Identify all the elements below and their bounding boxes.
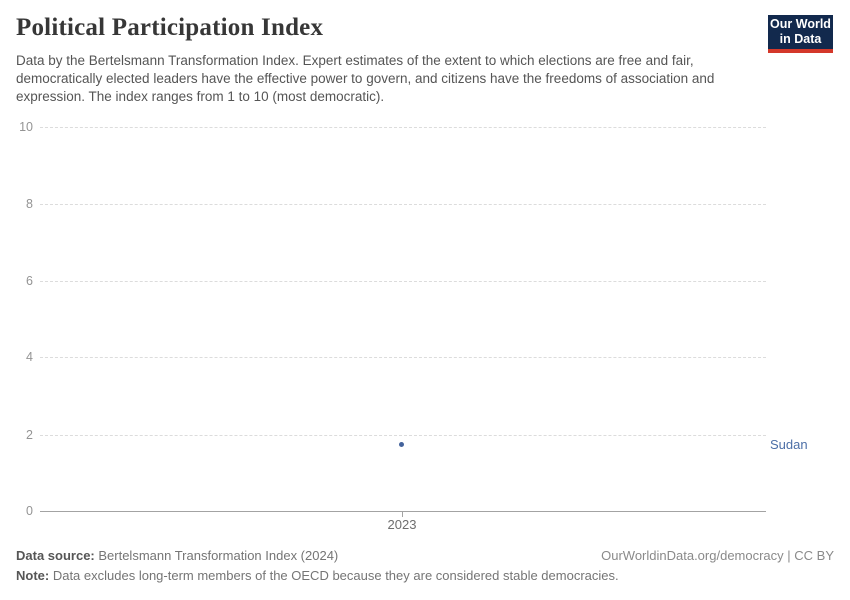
owid-logo-line1: Our World [770,17,831,31]
gridline [40,435,766,436]
y-tick-label-10: 10 [19,120,33,134]
data-point-sudan[interactable] [399,442,404,447]
owid-license-link[interactable]: OurWorldinData.org/democracy | CC BY [601,548,834,563]
x-axis-line [40,511,766,512]
page-title: Political Participation Index [16,14,324,41]
y-tick-label-2: 2 [26,428,33,442]
gridline [40,204,766,205]
gridline [40,281,766,282]
footer: Data source: Bertelsmann Transformation … [16,548,834,563]
chart-subtitle: Data by the Bertelsmann Transformation I… [16,53,715,104]
owid-logo[interactable]: Our World in Data [768,15,833,53]
y-tick-label-0: 0 [26,504,33,518]
y-tick-label-8: 8 [26,197,33,211]
data-source-label: Data source: [16,548,95,563]
gridline [40,357,766,358]
footer-note: Note: Data excludes long-term members of… [16,568,834,583]
data-source-value: Bertelsmann Transformation Index (2024) [94,548,339,563]
gridline [40,127,766,128]
y-tick-label-4: 4 [26,350,33,364]
x-axis-tick [402,511,403,517]
note-value: Data excludes long-term members of the O… [49,568,619,583]
owid-logo-line2: in Data [779,32,822,46]
note-label: Note: [16,568,50,583]
y-tick-label-6: 6 [26,274,33,288]
data-source-line: Data source: Bertelsmann Transformation … [16,548,338,563]
entity-label-sudan[interactable]: Sudan [770,437,808,452]
x-tick-label-2023: 2023 [387,517,417,532]
